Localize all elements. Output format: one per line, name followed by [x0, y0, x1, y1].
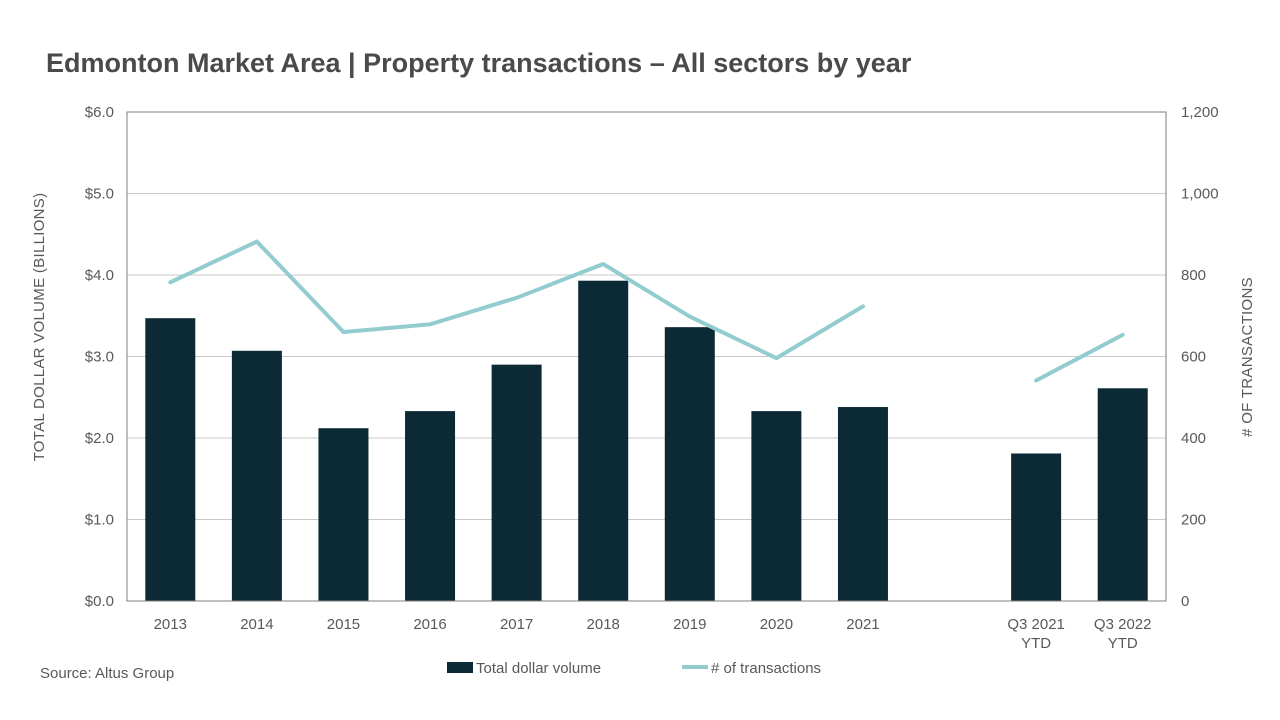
right-tick-label: 600	[1181, 349, 1206, 366]
x-tick-label: YTD	[1108, 635, 1138, 652]
transactions-line	[168, 239, 865, 361]
left-axis-ticks: $0.0 $1.0 $2.0 $3.0 $4.0 $5.0 $6.0	[85, 104, 114, 610]
x-tick-label: 2015	[327, 616, 360, 633]
x-tick-label: 2013	[154, 616, 187, 633]
x-tick-label: 2021	[846, 616, 879, 633]
chart-title: Edmonton Market Area | Property transact…	[46, 48, 912, 78]
gridlines	[127, 111, 1166, 520]
left-tick-label: $0.0	[85, 593, 114, 610]
x-tick-label: 2016	[413, 616, 446, 633]
bar	[405, 411, 456, 601]
right-axis-title: # OF TRANSACTIONS	[1239, 277, 1256, 437]
legend: Total dollar volume # of transactions	[447, 660, 821, 677]
source-note: Source: Altus Group	[40, 665, 175, 682]
legend-line-label: # of transactions	[711, 660, 821, 677]
x-tick-label: Q3 2022	[1094, 616, 1152, 633]
bar	[491, 364, 542, 601]
bar	[231, 350, 282, 601]
right-tick-label: 200	[1181, 512, 1206, 529]
x-tick-label: 2020	[760, 616, 793, 633]
legend-bar-swatch	[447, 662, 473, 673]
x-tick-label: 2014	[240, 616, 273, 633]
x-tick-label: YTD	[1021, 635, 1051, 652]
right-tick-label: 0	[1181, 593, 1189, 610]
bar	[837, 407, 888, 601]
left-tick-label: $2.0	[85, 430, 114, 447]
left-tick-label: $6.0	[85, 104, 114, 121]
x-tick-label: 2017	[500, 616, 533, 633]
bar	[1011, 453, 1062, 601]
left-tick-label: $3.0	[85, 349, 114, 366]
right-tick-label: 800	[1181, 267, 1206, 284]
bar	[578, 280, 629, 601]
bar-series	[145, 280, 1148, 601]
bar	[1097, 388, 1148, 601]
x-axis-ticks: 2013 2014 2015 2016 2017 2018 2019 2020 2021 Q3 2…	[154, 616, 1152, 652]
left-tick-label: $5.0	[85, 186, 114, 203]
left-tick-label: $1.0	[85, 512, 114, 529]
bar	[318, 428, 369, 601]
x-tick-label: Q3 2021	[1007, 616, 1065, 633]
legend-bar-label: Total dollar volume	[476, 660, 601, 677]
right-tick-label: 1,200	[1181, 104, 1219, 121]
plot-frame	[126, 111, 1167, 602]
left-axis-title: TOTAL DOLLAR VOLUME (BILLIONS)	[31, 193, 48, 462]
right-tick-label: 400	[1181, 430, 1206, 447]
x-tick-label: 2019	[673, 616, 706, 633]
right-axis-ticks: 0 200 400 600 800 1,000 1,200	[1181, 104, 1219, 610]
bar	[664, 327, 715, 601]
bar	[145, 318, 196, 601]
plot-border	[126, 111, 1167, 602]
right-tick-label: 1,000	[1181, 186, 1219, 203]
x-tick-label: 2018	[587, 616, 620, 633]
bar	[751, 411, 802, 601]
line-series	[168, 239, 1125, 383]
transactions-line	[1034, 332, 1125, 383]
left-tick-label: $4.0	[85, 267, 114, 284]
